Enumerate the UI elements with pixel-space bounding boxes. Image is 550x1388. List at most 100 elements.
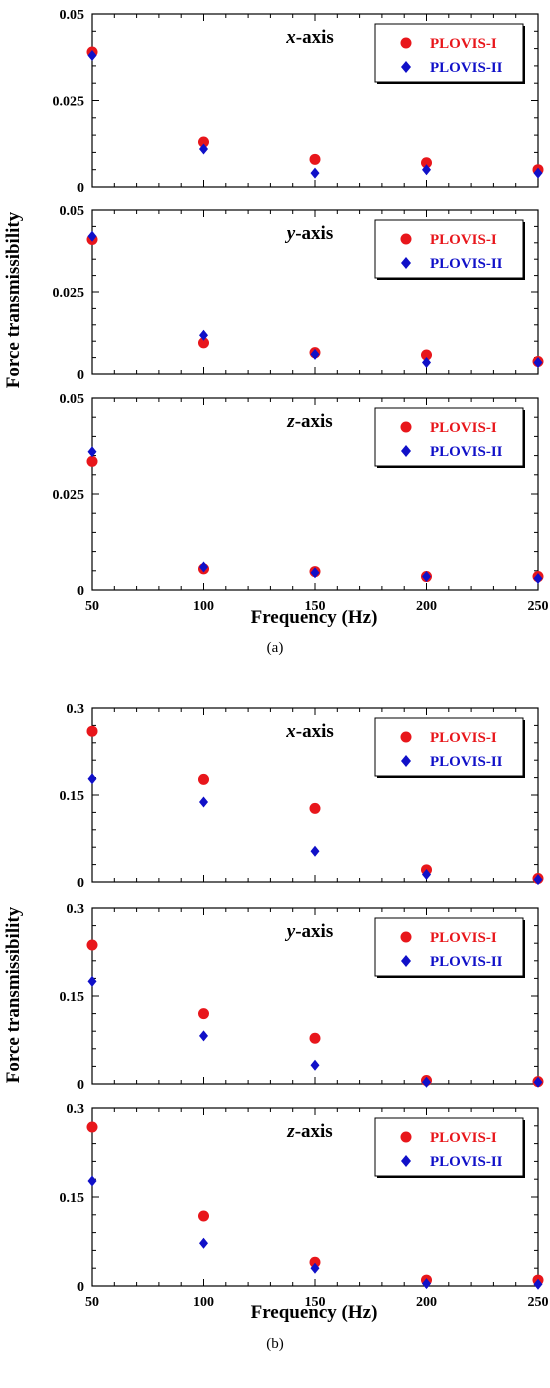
legend-diamond-marker	[401, 1155, 411, 1167]
x-tick-label: 200	[416, 599, 437, 614]
panel-axis-letter: y	[285, 223, 296, 244]
legend-circle-marker	[400, 421, 412, 433]
panel-axis-suffix: -axis	[296, 27, 334, 48]
panel-axis-suffix: -axis	[295, 1121, 333, 1142]
data-point-plovis-ii	[533, 874, 543, 886]
panel-axis-label: x-axis	[285, 721, 334, 742]
data-point-plovis-i	[198, 1210, 209, 1222]
data-point-plovis-ii	[199, 1237, 208, 1249]
legend-diamond-marker	[401, 755, 411, 767]
panel-b-x-axis: 0 0.15 0.3 x-axis PLOVIS-I PLOVIS-II	[60, 702, 544, 891]
data-point-plovis-ii	[199, 796, 208, 808]
legend: PLOVIS-I PLOVIS-II	[374, 407, 525, 468]
x-tick-label: 100	[193, 1295, 214, 1310]
legend-label-plovis-ii: PLOVIS-II	[430, 1154, 503, 1170]
x-tick-label: 50	[85, 599, 99, 614]
panel-b-y-axis: 0 0.15 0.3 y-axis PLOVIS-I PLOVIS-II	[60, 902, 544, 1093]
panel-axis-suffix: -axis	[295, 223, 333, 244]
data-point-plovis-ii	[87, 50, 97, 62]
y-tick-label: 0.15	[60, 789, 85, 804]
data-point-plovis-ii	[533, 572, 543, 584]
legend-box	[374, 717, 524, 777]
legend-circle-marker	[400, 37, 412, 49]
data-point-plovis-i	[309, 1032, 321, 1044]
legend-diamond-marker	[401, 445, 411, 457]
y-tick-label: 0	[77, 368, 84, 383]
legend-label-plovis-i: PLOVIS-I	[430, 36, 497, 52]
data-point-plovis-ii	[310, 348, 320, 360]
x-tick-label: 250	[528, 599, 549, 614]
panel-axis-suffix: -axis	[295, 921, 333, 942]
y-tick-label: 0.3	[67, 702, 85, 717]
data-point-plovis-ii	[533, 357, 543, 369]
data-point-plovis-ii	[87, 230, 97, 242]
data-point-plovis-ii	[310, 567, 320, 579]
legend-diamond-marker	[401, 61, 411, 73]
panel-axis-label: y-axis	[285, 223, 333, 244]
data-point-plovis-ii	[422, 357, 431, 369]
legend-label-plovis-i: PLOVIS-I	[430, 232, 497, 248]
legend-label-plovis-ii: PLOVIS-II	[430, 60, 503, 76]
y-tick-label: 0.15	[60, 990, 85, 1005]
data-point-plovis-i	[198, 136, 209, 148]
y-tick-label: 0.05	[60, 204, 85, 219]
data-point-plovis-i	[86, 455, 98, 467]
data-point-plovis-ii	[422, 868, 431, 880]
legend-circle-marker	[400, 1131, 412, 1143]
legend-circle-marker	[400, 931, 412, 943]
y-tick-label: 0.15	[60, 1191, 85, 1206]
y-tick-label: 0.025	[53, 488, 85, 503]
legend: PLOVIS-I PLOVIS-II	[374, 23, 525, 84]
y-tick-label: 0	[77, 1280, 84, 1295]
panel-a-x-axis: 0 0.025 0.05 x-axis PLOVIS-I PLOVIS-II	[53, 8, 544, 196]
panel-axis-suffix: -axis	[296, 721, 334, 742]
legend-label-plovis-ii: PLOVIS-II	[430, 256, 503, 272]
legend-label-plovis-ii: PLOVIS-II	[430, 444, 503, 460]
data-point-plovis-ii	[422, 164, 431, 176]
data-point-plovis-ii	[310, 1059, 320, 1071]
data-point-plovis-ii	[87, 773, 97, 785]
data-point-plovis-ii	[87, 1175, 97, 1187]
y-tick-label: 0	[77, 181, 84, 196]
legend-label-plovis-ii: PLOVIS-II	[430, 754, 503, 770]
data-point-plovis-i	[86, 725, 98, 737]
legend: PLOVIS-I PLOVIS-II	[374, 1117, 525, 1178]
x-tick-label: 250	[528, 1295, 549, 1310]
data-point-plovis-i	[421, 349, 432, 361]
y-tick-label: 0	[77, 584, 84, 599]
legend: PLOVIS-I PLOVIS-II	[374, 717, 525, 778]
data-point-plovis-ii	[310, 845, 320, 857]
x-tick-label: 150	[305, 599, 326, 614]
legend-box	[374, 407, 524, 467]
data-point-plovis-i	[309, 153, 321, 165]
subfigure-caption-a: (a)	[267, 640, 284, 656]
panel-axis-letter: y	[285, 921, 296, 942]
legend-box	[374, 23, 524, 83]
data-point-plovis-ii	[533, 167, 543, 179]
legend-box	[374, 917, 524, 977]
panel-axis-letter: z	[286, 1121, 295, 1142]
panel-axis-label: z-axis	[286, 1121, 332, 1142]
legend-label-plovis-i: PLOVIS-I	[430, 930, 497, 946]
data-point-plovis-ii	[199, 329, 208, 341]
subfigure-caption-b: (b)	[266, 1336, 284, 1352]
legend-circle-marker	[400, 731, 412, 743]
legend-box	[374, 219, 524, 279]
x-axis-title-a: Frequency (Hz)	[251, 607, 378, 628]
data-point-plovis-i	[198, 773, 209, 785]
legend-circle-marker	[400, 233, 412, 245]
data-point-plovis-ii	[199, 561, 208, 573]
legend-label-plovis-i: PLOVIS-I	[430, 730, 497, 746]
data-point-plovis-i	[198, 337, 209, 349]
data-point-plovis-ii	[533, 1076, 543, 1088]
y-tick-label: 0.025	[53, 95, 85, 110]
y-tick-label: 0.025	[53, 286, 85, 301]
data-point-plovis-ii	[422, 571, 431, 583]
x-tick-label: 150	[305, 1295, 326, 1310]
x-tick-label: 100	[193, 599, 214, 614]
y-tick-label: 0.05	[60, 392, 85, 407]
data-point-plovis-i	[309, 802, 321, 814]
